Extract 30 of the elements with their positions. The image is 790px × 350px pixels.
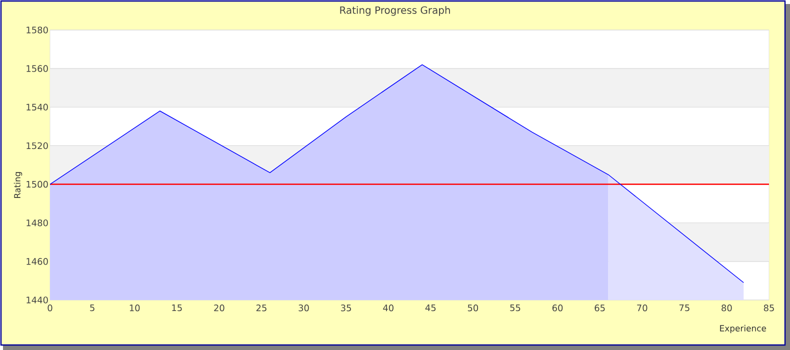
- x-tick-label: 80: [722, 304, 732, 312]
- x-tick-label: 15: [172, 304, 182, 312]
- x-tick-label: 35: [341, 304, 351, 312]
- x-tick-label: 40: [383, 304, 394, 312]
- y-tick-label: 1560: [26, 65, 48, 72]
- y-tick-label: 1480: [26, 219, 48, 226]
- x-tick-label: 45: [425, 304, 436, 312]
- x-tick-label: 70: [637, 304, 648, 312]
- y-tick-label: 1500: [26, 180, 48, 188]
- x-tick-label: 85: [764, 304, 774, 312]
- x-tick-label: 5: [90, 304, 94, 312]
- x-tick-label: 0: [48, 304, 52, 312]
- x-tick-label: 60: [552, 304, 563, 312]
- x-tick-label: 65: [594, 304, 605, 312]
- x-tick-label: 50: [468, 304, 478, 312]
- y-tick-label: 1440: [26, 296, 48, 304]
- line-series: [50, 64, 744, 284]
- x-axis-title: Experience: [720, 324, 766, 334]
- x-tick-label: 10: [130, 304, 140, 312]
- y-tick-label: 1520: [26, 142, 48, 150]
- x-tick-label: 30: [298, 304, 309, 312]
- y-tick-label: 1540: [26, 104, 48, 111]
- x-tick-label: 55: [510, 304, 520, 312]
- x-tick-label: 20: [214, 304, 224, 312]
- x-tick-label: 75: [679, 304, 690, 312]
- y-axis-title: Rating: [14, 172, 22, 198]
- y-tick-label: 1460: [26, 258, 48, 265]
- chart-title: Rating Progress Graph: [340, 6, 450, 16]
- y-tick-label: 1580: [26, 26, 48, 34]
- x-tick-label: 25: [256, 304, 266, 312]
